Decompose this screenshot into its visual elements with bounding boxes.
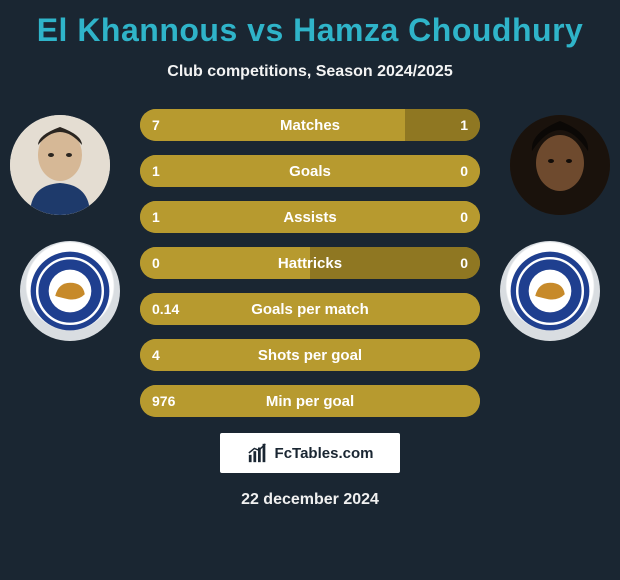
club-badge-icon: [29, 250, 111, 332]
chart-icon: [247, 442, 269, 464]
stat-row: 10Assists: [140, 201, 480, 233]
stat-label: Min per goal: [140, 385, 480, 417]
player-right-avatar: [510, 115, 610, 215]
brand-text: FcTables.com: [275, 445, 374, 462]
club-badge-icon: [509, 250, 591, 332]
stat-label: Shots per goal: [140, 339, 480, 371]
player-right-club-badge: [500, 241, 600, 341]
stat-label: Goals per match: [140, 293, 480, 325]
subtitle: Club competitions, Season 2024/2025: [0, 63, 620, 81]
stat-row: 71Matches: [140, 109, 480, 141]
player-left-club-badge: [20, 241, 120, 341]
avatar-placeholder-icon: [10, 115, 110, 215]
page-title: El Khannous vs Hamza Choudhury: [0, 0, 620, 49]
stat-label: Assists: [140, 201, 480, 233]
stat-row: 976Min per goal: [140, 385, 480, 417]
stat-row: 0.14Goals per match: [140, 293, 480, 325]
stat-row: 10Goals: [140, 155, 480, 187]
date-label: 22 december 2024: [0, 491, 620, 509]
stat-bars-container: 71Matches 10Goals 10Assists 00Hattricks 0.14…: [140, 109, 480, 417]
player-left-avatar: [10, 115, 110, 215]
stat-label: Hattricks: [140, 247, 480, 279]
stat-label: Matches: [140, 109, 480, 141]
brand-logo: FcTables.com: [220, 433, 400, 473]
stat-row: 00Hattricks: [140, 247, 480, 279]
stat-label: Goals: [140, 155, 480, 187]
avatar-placeholder-icon: [510, 115, 610, 215]
comparison-content: 71Matches 10Goals 10Assists 00Hattricks 0.14…: [0, 109, 620, 417]
stat-row: 4Shots per goal: [140, 339, 480, 371]
